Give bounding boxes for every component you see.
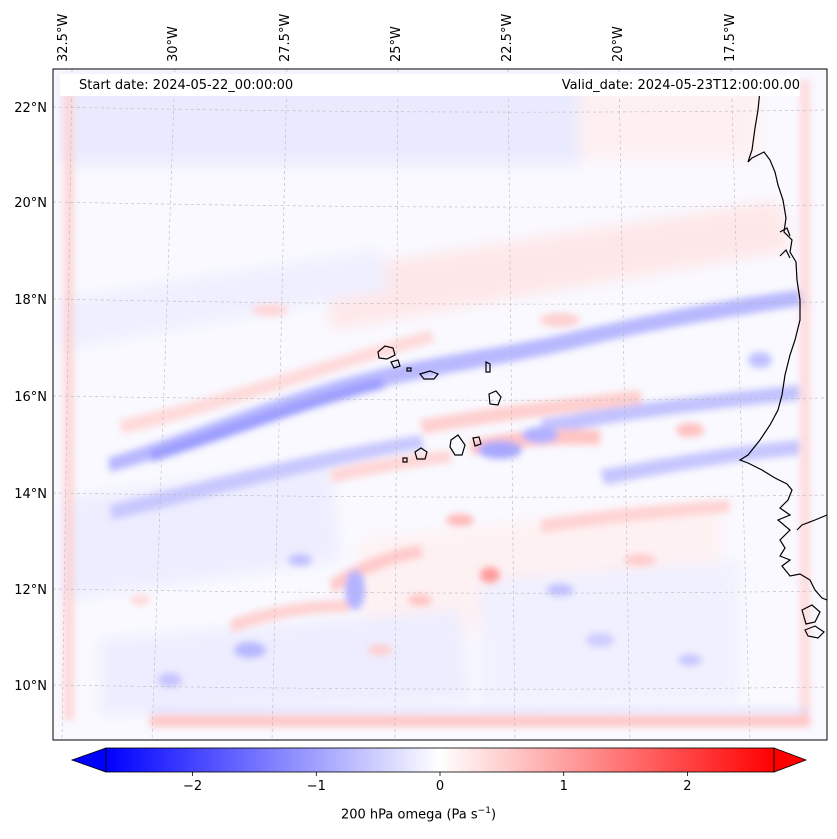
colorbar-extend-min [70, 747, 107, 773]
lon-label: 25°W [389, 26, 404, 62]
colorbar-tick-label: 2 [683, 779, 691, 794]
lon-label: 17.5°W [723, 14, 738, 62]
valid-date-label: Valid_date: 2024-05-23T12:00:00.00 [561, 78, 800, 93]
colorbar-ticks: −2 −1 0 1 2 [183, 772, 692, 794]
island-santo-antao [377, 345, 396, 360]
lon-label: 30°W [166, 26, 181, 62]
lat-labels: 22°N 20°N 18°N 16°N 14°N 12°N 10°N [14, 101, 47, 694]
lon-label: 20°W [611, 26, 626, 62]
lat-label: 14°N [14, 487, 47, 502]
colorbar-label-exponent: −1 [477, 806, 491, 816]
gridlines [53, 69, 827, 740]
lon-labels: 32.5°W 30°W 27.5°W 25°W 22.5°W 20°W 17.5… [56, 14, 738, 62]
lat-label: 18°N [14, 293, 47, 308]
lat-label: 22°N [14, 101, 47, 116]
colorbar-tick-label: 0 [436, 779, 444, 794]
colorbar-gradient [106, 748, 774, 772]
lat-label: 16°N [14, 390, 47, 405]
colorbar-tick-label: −2 [183, 779, 202, 794]
lat-label: 10°N [14, 679, 47, 694]
colorbar-label: 200 hPa omega (Pa s−1) [0, 806, 837, 822]
colorbar: −2 −1 0 1 2 [70, 747, 808, 794]
africa-coast [738, 89, 827, 601]
header-bg [60, 74, 800, 96]
lon-label: 22.5°W [500, 14, 515, 62]
map-frame [52, 68, 828, 741]
lat-label: 12°N [14, 583, 47, 598]
colorbar-label-close: ) [490, 807, 497, 823]
lat-label: 20°N [14, 196, 47, 211]
colorbar-tick-label: −1 [307, 779, 326, 794]
colorbar-tick-label: 1 [560, 779, 568, 794]
colorbar-extend-max [773, 747, 808, 773]
lon-label: 27.5°W [278, 14, 293, 62]
map-panel [52, 68, 828, 741]
colorbar-label-text: 200 hPa omega (Pa s [340, 807, 478, 823]
start-date-label: Start date: 2024-05-22_00:00:00 [79, 78, 294, 93]
lon-label: 32.5°W [56, 14, 71, 62]
coastlines [377, 89, 827, 639]
